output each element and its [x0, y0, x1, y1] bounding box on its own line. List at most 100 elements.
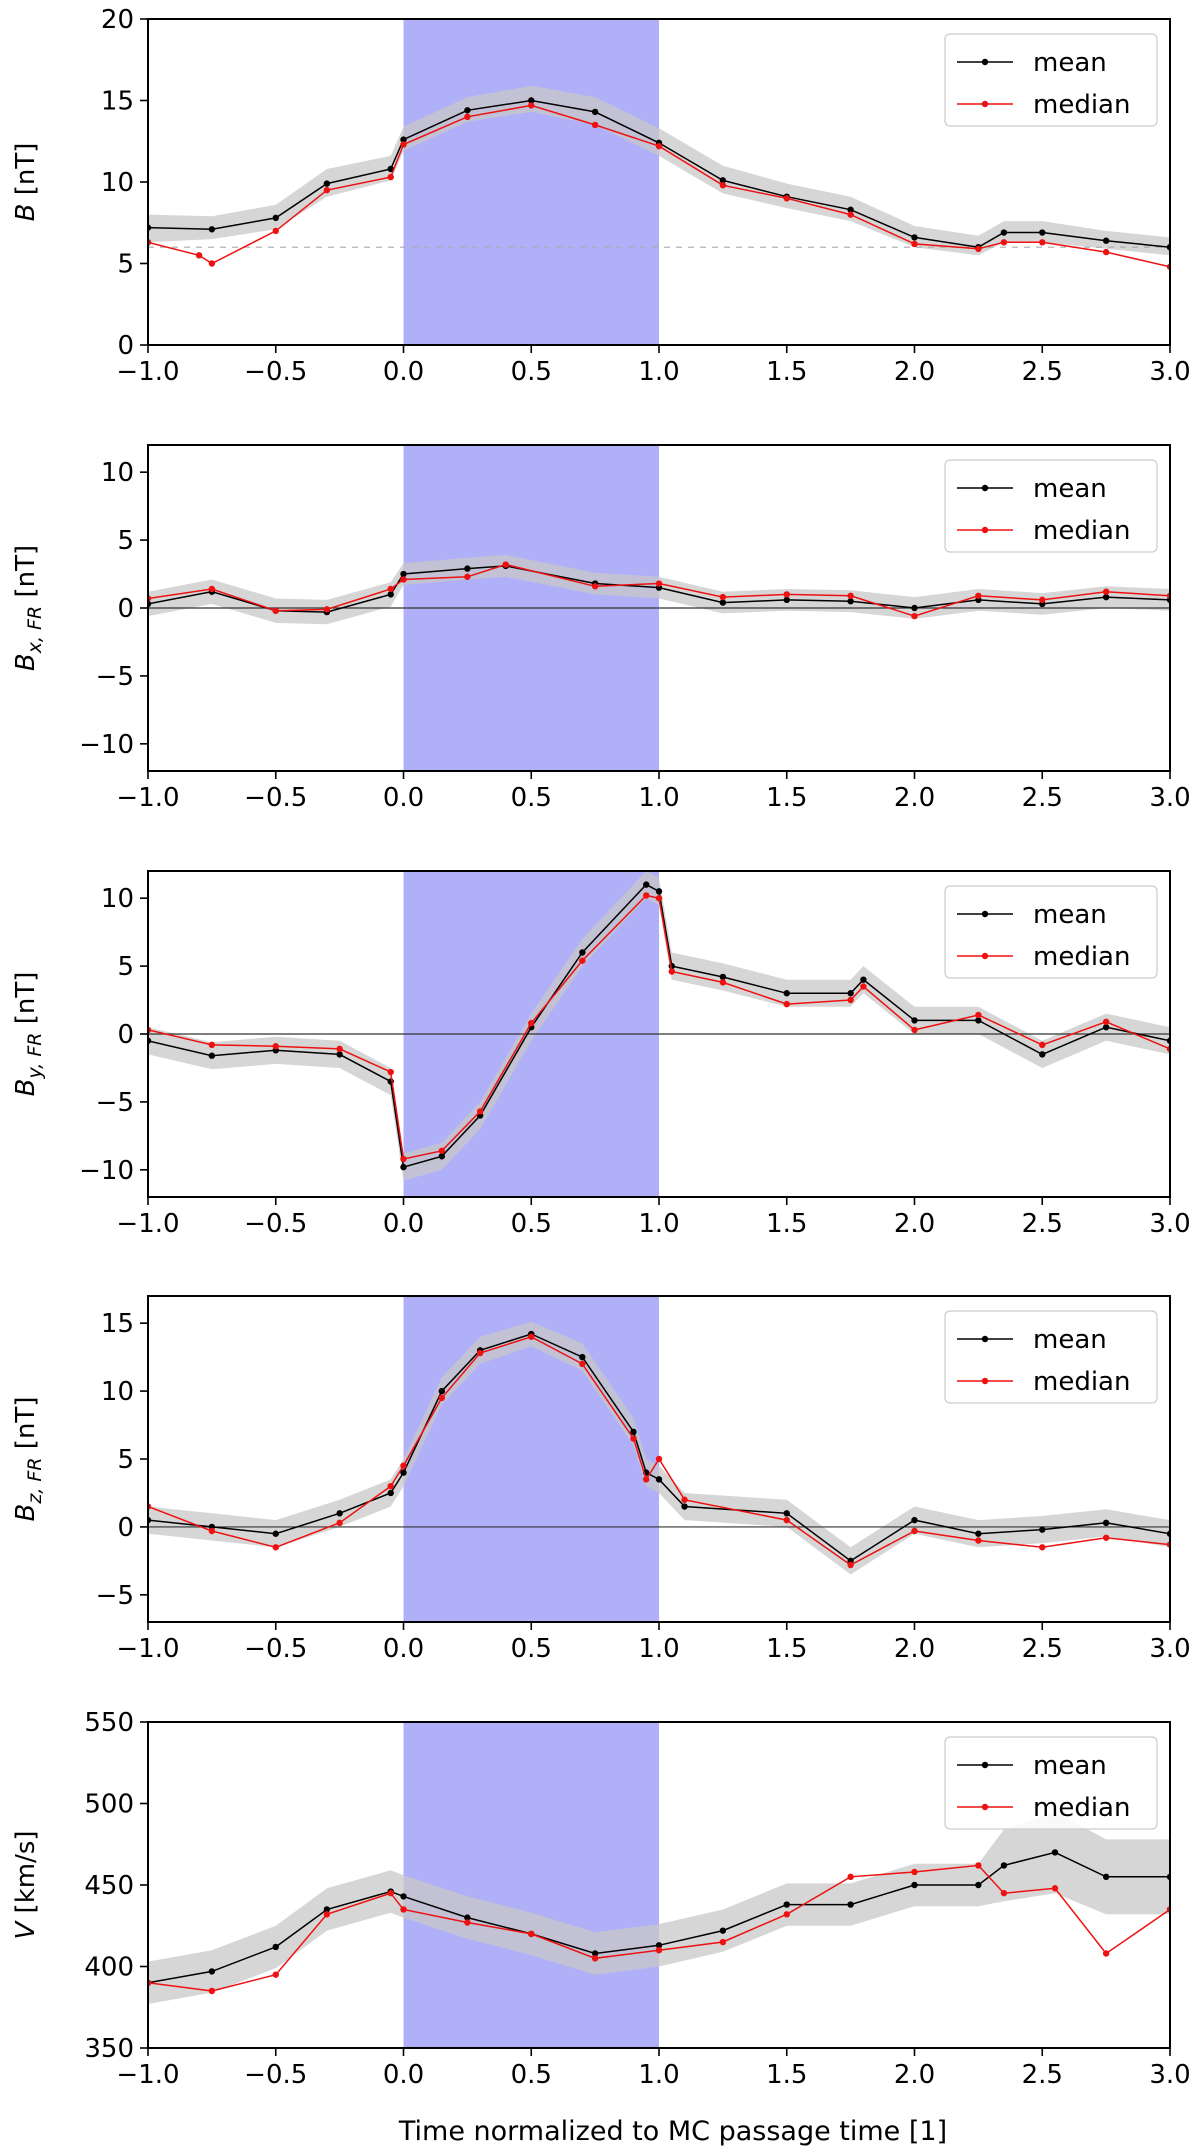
data-point-mean — [655, 1942, 663, 1949]
y-label-symbol: B — [11, 1079, 41, 1097]
data-point-median — [783, 591, 790, 598]
data-point-mean — [1000, 1862, 1008, 1869]
data-point-median — [847, 1873, 854, 1881]
data-point-median — [208, 260, 216, 267]
data-point-median — [400, 1462, 407, 1469]
x-tick-label: 0.5 — [511, 1634, 552, 1664]
data-point-mean — [975, 1530, 982, 1537]
data-point-median — [387, 173, 394, 181]
x-tick-label: 1.5 — [766, 783, 807, 813]
x-tick-label: 0.0 — [383, 1209, 424, 1239]
data-point-median — [655, 1947, 663, 1954]
data-point-median — [860, 983, 867, 990]
panel-3: −1.0 −0.5 0.0 0.5 1.0 1.5 2.0 2.5 3.0 −10 −5 0 5 10 By… — [11, 870, 1191, 1239]
data-point-mean — [719, 973, 727, 981]
data-point-median — [847, 996, 854, 1004]
data-point-median — [400, 1906, 407, 1913]
data-point-median — [272, 1043, 279, 1050]
data-point-median — [323, 186, 331, 194]
y-tick-label: 10 — [101, 1377, 134, 1407]
data-point-mean — [208, 1052, 216, 1059]
data-point-median — [336, 1519, 343, 1527]
y-label-symbol: V — [11, 1920, 41, 1940]
data-point-median — [911, 240, 918, 248]
legend-label-mean: mean — [1033, 1751, 1107, 1781]
x-tick-label: 1.0 — [638, 357, 679, 387]
data-point-mean — [1102, 1519, 1110, 1527]
data-point-mean — [643, 881, 650, 888]
legend-marker-median — [981, 1377, 989, 1385]
data-point-mean — [323, 1906, 331, 1913]
data-point-mean — [336, 1510, 343, 1517]
data-point-mean — [1051, 1849, 1059, 1856]
data-point-mean — [387, 165, 394, 173]
legend-label-median: median — [1033, 90, 1130, 120]
data-point-median — [464, 113, 471, 121]
data-point-median — [195, 252, 203, 259]
series-line-median — [148, 894, 1170, 1160]
data-point-mean — [783, 1510, 790, 1517]
y-tick-label: 550 — [84, 1708, 134, 1738]
data-point-mean — [323, 180, 331, 187]
legend-box — [944, 459, 1158, 553]
data-point-median — [655, 142, 663, 150]
data-point-mean — [847, 1901, 854, 1908]
data-point-median — [208, 1527, 216, 1535]
y-label-unit: [nT] — [11, 972, 41, 1033]
data-point-mean — [911, 1881, 918, 1889]
legend-marker-mean — [981, 910, 989, 918]
data-point-median — [975, 1862, 982, 1869]
x-tick-label: −1.0 — [116, 783, 179, 813]
y-tick-label: 20 — [101, 5, 134, 35]
y-label-symbol: B — [11, 1504, 41, 1522]
data-point-mean — [719, 599, 727, 606]
x-tick-label: −1.0 — [116, 2060, 179, 2090]
plot-area — [148, 445, 1170, 771]
data-point-median — [681, 1496, 688, 1503]
data-point-mean — [400, 1893, 407, 1900]
data-point-mean — [272, 1530, 279, 1537]
plot-area — [148, 871, 1170, 1197]
y-tick-label: 10 — [101, 168, 134, 198]
x-tick-label: 0.5 — [511, 1209, 552, 1239]
data-point-mean — [655, 888, 663, 895]
data-point-median — [272, 607, 279, 614]
data-point-median — [1102, 588, 1110, 595]
mc-interval-shade — [403, 19, 659, 345]
data-point-mean — [272, 1943, 279, 1951]
data-point-median — [719, 1938, 727, 1946]
x-tick-label: 1.0 — [638, 2060, 679, 2090]
x-tick-label: −0.5 — [244, 357, 307, 387]
data-point-median — [847, 1561, 854, 1569]
plot-area — [148, 19, 1170, 345]
legend: mean median — [944, 1736, 1158, 1830]
y-tick-label: −10 — [79, 1156, 134, 1186]
data-point-median — [911, 612, 918, 620]
data-point-mean — [400, 1469, 407, 1476]
data-point-mean — [783, 1901, 790, 1908]
data-point-median — [336, 1045, 343, 1053]
data-point-mean — [336, 1051, 343, 1058]
x-tick-label: 2.0 — [894, 1634, 935, 1664]
y-label-subscript: z, FR — [24, 1457, 46, 1504]
data-point-mean — [719, 177, 727, 184]
y-tick-label: 400 — [84, 1953, 134, 1983]
data-point-mean — [1102, 1873, 1110, 1881]
data-point-median — [911, 1868, 918, 1876]
x-tick-label: 1.0 — [638, 783, 679, 813]
data-point-mean — [630, 1428, 637, 1436]
data-point-median — [528, 1019, 535, 1027]
uncertainty-band — [148, 871, 1170, 1181]
data-point-median — [272, 1971, 279, 1978]
legend: mean median — [944, 885, 1158, 979]
data-point-mean — [464, 107, 471, 114]
legend-marker-median — [981, 100, 989, 108]
x-tick-label: 2.5 — [1022, 1209, 1063, 1239]
series-line-median — [148, 563, 1170, 617]
x-tick-label: 2.5 — [1022, 1634, 1063, 1664]
data-point-mean — [579, 1353, 586, 1361]
plot-area — [148, 1722, 1170, 2048]
data-point-mean — [911, 1516, 918, 1524]
data-point-median — [1039, 1041, 1046, 1049]
legend-box — [944, 1310, 1158, 1404]
